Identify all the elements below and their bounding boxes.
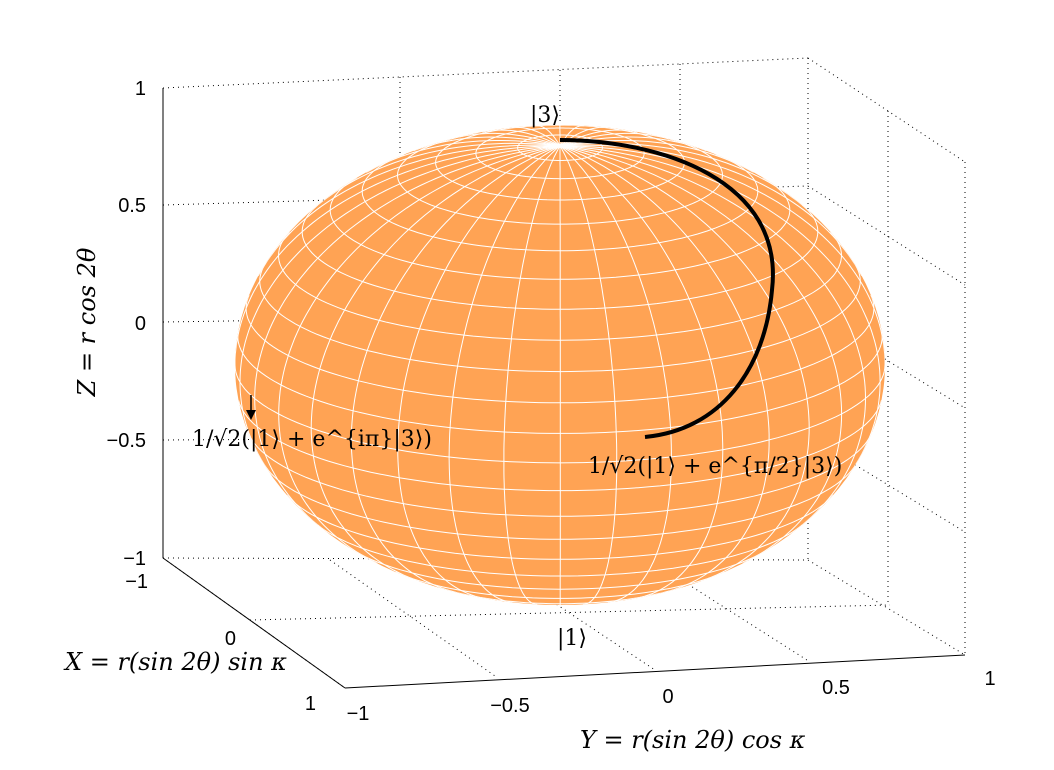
mesh-line [413, 136, 561, 152]
mesh-line [312, 142, 561, 210]
sphere-surface [235, 125, 885, 605]
y-tick-labels: −1 −0.5 0 0.5 1 [347, 668, 996, 725]
z-tick-label: 0 [135, 313, 146, 335]
mesh-line [247, 431, 873, 517]
mesh-line [559, 145, 867, 530]
mesh-line [511, 126, 561, 147]
y-tick-label: −1 [347, 703, 370, 725]
z-axis-label: Z = r cos 2θ [73, 247, 101, 397]
mesh-line [238, 400, 882, 492]
z-tick-labels: 1 0.5 0 −0.5 −1 [107, 78, 146, 570]
mesh-line [301, 204, 819, 310]
mesh-line [559, 145, 881, 465]
x-axis-line [162, 557, 346, 689]
back-top-edge [162, 57, 809, 89]
annotation-bottom-state: |1⟩ [557, 626, 587, 651]
mesh-line [559, 145, 618, 605]
mesh-line [482, 129, 561, 147]
mesh-line [350, 145, 561, 593]
mesh-line [535, 125, 561, 147]
mesh-line [257, 144, 561, 277]
x-tick-label: 1 [305, 693, 316, 715]
mesh-line [450, 132, 561, 147]
mesh-line [317, 524, 803, 577]
z-tick-label: 0.5 [118, 195, 146, 217]
mesh-line [254, 145, 561, 530]
y-tick-label: 0 [662, 686, 673, 708]
annotation-left-state: 1/√2(|1⟩ + e^{iπ}|3⟩) [192, 427, 432, 452]
mesh-line [397, 145, 561, 600]
annotation-top-state: |3⟩ [530, 103, 560, 128]
z-tick-label: −1 [123, 548, 146, 570]
annotation-right-state: 1/√2(|1⟩ + e^{π/2}|3⟩) [588, 454, 842, 479]
y-tick-label: −0.5 [490, 695, 529, 717]
mesh-line [277, 231, 843, 341]
y-axis-label: Y = r(sin 2θ) cos κ [580, 726, 806, 754]
mesh-line [503, 145, 561, 605]
z-tick-label: 1 [135, 78, 146, 100]
x-tick-labels: −1 0 1 [125, 571, 316, 715]
mesh-line [310, 145, 561, 582]
mesh-line [365, 140, 561, 173]
y-tick-label: 1 [984, 668, 995, 690]
right-top-edge [807, 57, 966, 163]
mesh-line [278, 145, 561, 564]
mesh-line [559, 145, 724, 600]
mesh-line [559, 145, 672, 603]
mesh-line [560, 145, 885, 371]
annotation-arrow [246, 395, 256, 420]
y-tick-label: 0.5 [822, 677, 850, 699]
mesh-line [559, 145, 843, 564]
x-axis-label: X = r(sin 2θ) sin κ [63, 648, 287, 676]
right-bottom-edge [807, 559, 966, 656]
mesh-line [245, 294, 875, 404]
mesh-line [239, 145, 561, 465]
x-tick-label: 0 [225, 628, 236, 650]
x-tick-label: −1 [125, 571, 148, 593]
z-tick-label: −0.5 [107, 430, 146, 452]
mesh-line [559, 145, 770, 593]
mesh-line [237, 329, 883, 434]
y-axis-line [344, 654, 966, 689]
mesh-line [448, 145, 561, 603]
mesh-line [235, 145, 560, 371]
state-path [559, 138, 775, 439]
mesh-line [559, 145, 810, 582]
mesh-line [329, 177, 791, 280]
